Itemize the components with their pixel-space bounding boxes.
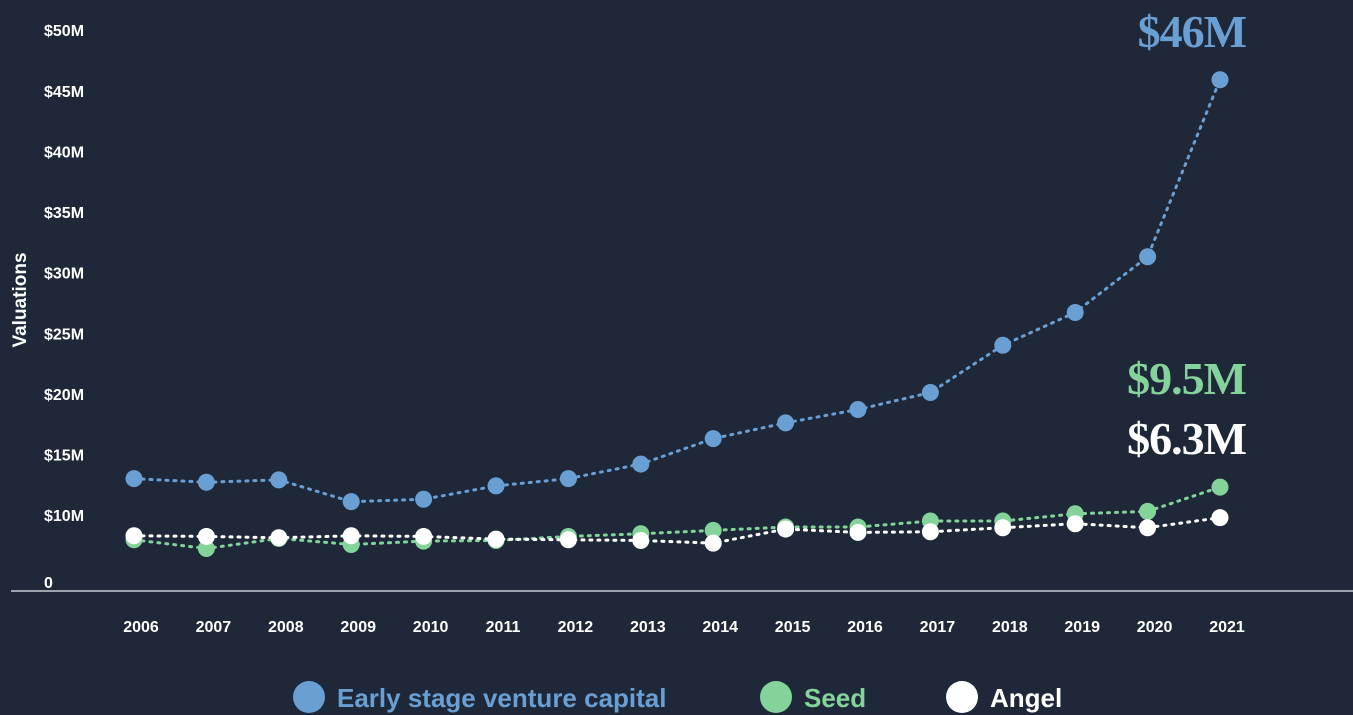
y-tick-label: $35M	[44, 205, 84, 222]
data-point-early-stage-venture-capital	[1211, 71, 1229, 89]
data-point-early-stage-venture-capital	[994, 336, 1012, 354]
data-point-early-stage-venture-capital	[704, 430, 722, 448]
end-value-label-seed: $9.5M	[1127, 353, 1247, 404]
x-tick-label: 2019	[1064, 619, 1100, 636]
x-tick-label: 2017	[920, 619, 956, 636]
legend-swatch-angel	[946, 681, 978, 713]
data-point-angel	[921, 523, 939, 541]
x-tick-label: 2014	[702, 619, 738, 636]
data-point-angel	[487, 530, 505, 548]
data-point-angel	[1066, 515, 1084, 533]
x-tick-label: 2006	[123, 619, 159, 636]
data-point-seed	[1139, 502, 1157, 520]
series-line-angel	[132, 516, 1222, 545]
data-point-seed	[1211, 478, 1229, 496]
data-point-early-stage-venture-capital	[415, 490, 433, 508]
legend-swatch-seed	[760, 681, 792, 713]
y-tick-label: 0	[44, 575, 53, 592]
data-point-angel	[270, 529, 288, 547]
x-tick-label: 2018	[992, 619, 1028, 636]
data-point-angel	[125, 527, 143, 545]
data-point-angel	[559, 531, 577, 549]
x-tick-label: 2007	[196, 619, 232, 636]
legend-label-early-stage-venture-capital: Early stage venture capital	[337, 683, 666, 713]
x-tick-label: 2010	[413, 619, 449, 636]
data-point-seed	[197, 540, 215, 557]
data-point-angel	[994, 519, 1012, 537]
x-tick-label: 2011	[486, 619, 521, 636]
data-point-angel	[1211, 509, 1229, 527]
x-tick-label: 2016	[847, 619, 883, 636]
y-tick-label: $20M	[44, 387, 84, 404]
legend-swatch-early-stage-venture-capital	[293, 681, 325, 713]
data-point-early-stage-venture-capital	[1066, 304, 1084, 322]
y-tick-label: $10M	[44, 508, 84, 525]
y-tick-label: $25M	[44, 326, 84, 343]
y-tick-label: $30M	[44, 266, 84, 283]
data-point-angel	[415, 527, 433, 545]
y-tick-label: $15M	[44, 448, 84, 465]
end-value-label-angel: $6.3M	[1127, 413, 1247, 464]
data-point-early-stage-venture-capital	[270, 471, 288, 489]
data-point-early-stage-venture-capital	[921, 384, 939, 402]
x-tick-label: 2015	[775, 619, 811, 636]
x-tick-label: 2009	[340, 619, 376, 636]
y-axis-label: Valuations	[10, 252, 31, 347]
x-tick-label: 2020	[1137, 619, 1173, 636]
data-point-early-stage-venture-capital	[559, 470, 577, 488]
y-tick-label: $50M	[44, 23, 84, 40]
data-point-angel	[1139, 519, 1157, 537]
series-line-seed	[132, 485, 1222, 551]
legend-label-angel: Angel	[990, 683, 1062, 713]
data-point-angel	[197, 527, 215, 545]
end-value-label-early-stage-venture-capital: $46M	[1138, 6, 1247, 57]
x-tick-label: 2013	[630, 619, 666, 636]
data-point-angel	[704, 534, 722, 552]
x-tick-label: 2012	[558, 619, 594, 636]
x-tick-label: 2021	[1209, 619, 1245, 636]
data-point-early-stage-venture-capital	[849, 401, 867, 419]
data-point-early-stage-venture-capital	[632, 455, 650, 473]
data-point-angel	[632, 531, 650, 549]
y-tick-label: $45M	[44, 84, 84, 101]
legend-label-seed: Seed	[804, 683, 866, 713]
data-point-early-stage-venture-capital	[487, 477, 505, 495]
data-point-early-stage-venture-capital	[125, 470, 143, 488]
data-point-early-stage-venture-capital	[777, 414, 795, 432]
y-tick-label: $40M	[44, 144, 84, 161]
data-point-seed	[704, 521, 722, 539]
data-point-early-stage-venture-capital	[197, 473, 215, 491]
data-point-early-stage-venture-capital	[1139, 248, 1157, 266]
data-point-angel	[777, 520, 795, 538]
series-line-early-stage-venture-capital	[132, 78, 1222, 504]
x-tick-label: 2008	[268, 619, 304, 636]
data-point-angel	[342, 527, 360, 545]
data-point-early-stage-venture-capital	[342, 493, 360, 511]
data-point-angel	[849, 523, 867, 541]
